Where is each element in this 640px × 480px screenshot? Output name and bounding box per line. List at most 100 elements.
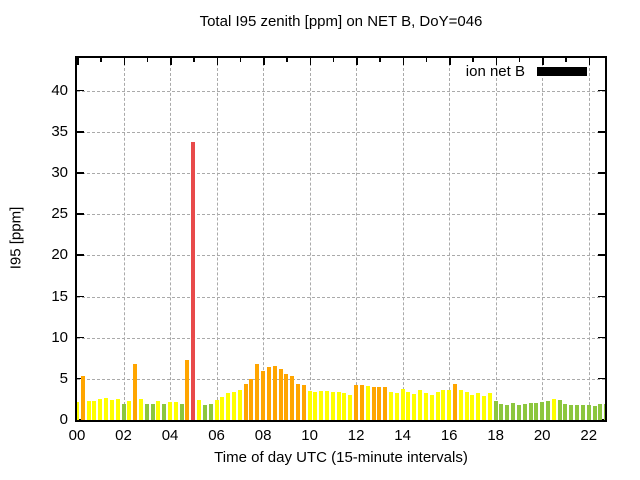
bar-08:45: [278, 369, 283, 420]
bar-18:45: [511, 402, 516, 420]
bar-05:00: [191, 141, 196, 420]
x-major-tick-top: [170, 58, 172, 65]
bar-10:45: [325, 391, 330, 420]
bar-08:30: [272, 365, 277, 420]
gridline-y-30: [77, 173, 605, 175]
bar-17:30: [482, 396, 487, 420]
bar-07:45: [255, 364, 260, 420]
y-major-tick-right: [598, 89, 605, 92]
y-major-tick: [77, 336, 84, 339]
bar-22:15: [592, 406, 597, 420]
bar-13:45: [394, 392, 399, 420]
y-major-tick: [77, 131, 84, 133]
ytick-label-25: 25: [51, 205, 68, 223]
bar-22:45: [604, 403, 605, 420]
y-major-tick: [77, 89, 84, 92]
x-major-tick-top: [263, 58, 265, 65]
bar-15:15: [429, 395, 434, 420]
y-major-tick: [77, 377, 84, 380]
gridline-x-4: [170, 58, 172, 420]
bar-20:30: [551, 399, 556, 420]
xtick-label-16: 16: [440, 427, 458, 444]
bar-16:45: [464, 392, 469, 420]
xtick-label-22: 22: [580, 427, 598, 444]
gridline-x-22: [588, 58, 590, 420]
xtick-label-08: 08: [254, 427, 272, 444]
bar-17:15: [476, 392, 481, 420]
y-major-tick: [77, 419, 84, 420]
ytick-label-30: 30: [51, 164, 68, 182]
bar-00:45: [92, 401, 97, 420]
bar-02:30: [133, 364, 138, 420]
bar-18:30: [505, 405, 510, 420]
bar-06:15: [220, 396, 225, 420]
bar-09:00: [284, 373, 289, 420]
bar-14:15: [406, 392, 411, 420]
legend-label: ion net B: [465, 63, 525, 80]
bar-16:15: [452, 383, 457, 420]
x-minor-tick-top: [286, 58, 288, 62]
bar-20:00: [540, 401, 545, 420]
x-major-tick-top: [402, 58, 405, 65]
bar-03:15: [150, 404, 155, 420]
x-minor-tick-top: [193, 58, 195, 62]
bar-11:00: [330, 392, 335, 420]
bar-12:30: [365, 386, 370, 420]
bar-11:15: [336, 392, 341, 420]
ytick-label-20: 20: [51, 246, 68, 264]
x-minor-tick-top: [425, 58, 428, 62]
bar-09:45: [301, 385, 306, 420]
y-major-tick: [77, 172, 84, 174]
x-minor-tick-top: [146, 58, 149, 62]
gridline-y-40: [77, 90, 605, 92]
x-major-tick-top: [588, 58, 591, 65]
bar-22:00: [586, 405, 591, 420]
gridline-x-16: [449, 58, 451, 420]
bar-15:30: [435, 392, 440, 420]
y-major-tick-right: [598, 295, 605, 298]
bar-17:45: [487, 392, 492, 420]
bar-14:45: [418, 389, 423, 420]
bar-12:15: [359, 385, 364, 420]
gridline-x-20: [542, 58, 544, 420]
bar-22:30: [598, 403, 603, 420]
bar-04:15: [173, 401, 178, 420]
x-minor-tick-top: [565, 58, 567, 62]
bar-00:30: [86, 401, 91, 420]
bar-04:45: [185, 359, 190, 420]
bar-19:30: [528, 402, 533, 420]
bar-06:30: [226, 392, 231, 420]
bar-02:45: [138, 399, 143, 420]
bar-21:15: [569, 405, 574, 420]
plot-area: ion net B: [75, 56, 607, 422]
bar-21:00: [563, 404, 568, 420]
y-major-tick-right: [598, 172, 605, 174]
bar-14:30: [412, 393, 417, 420]
bar-04:30: [179, 404, 184, 420]
bar-14:00: [400, 388, 405, 420]
bar-10:30: [319, 391, 324, 420]
bar-00:00: [77, 401, 79, 420]
bar-02:15: [127, 401, 132, 420]
bar-05:30: [202, 405, 207, 420]
gridline-x-14: [402, 58, 404, 420]
gridline-y-15: [77, 296, 605, 298]
bar-21:45: [580, 405, 585, 420]
bar-06:45: [232, 392, 236, 420]
ytick-label-40: 40: [51, 81, 68, 99]
x-major-tick-top: [495, 58, 498, 65]
xtick-label-20: 20: [533, 427, 551, 444]
bar-03:00: [144, 404, 149, 420]
legend: ion net B: [466, 63, 587, 80]
bar-01:15: [104, 397, 109, 420]
x-major-tick-top: [356, 58, 358, 65]
xtick-label-12: 12: [347, 427, 365, 444]
bar-04:00: [168, 401, 173, 420]
bar-13:15: [383, 387, 388, 420]
gridline-y-10: [77, 337, 605, 339]
gridline-x-8: [263, 58, 265, 420]
bar-16:30: [458, 390, 463, 420]
bar-00:15: [80, 376, 85, 420]
bar-01:30: [109, 400, 114, 420]
